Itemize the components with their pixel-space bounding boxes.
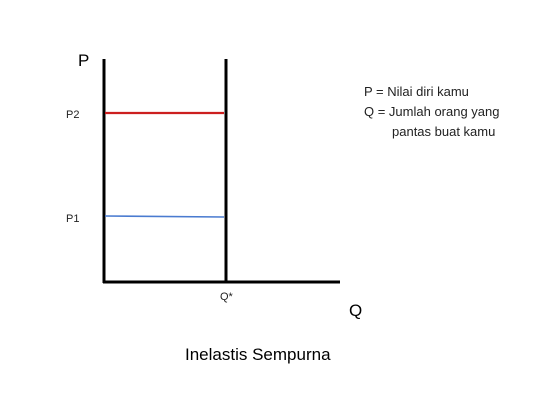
legend-line-q-cont: pantas buat kamu xyxy=(392,124,495,139)
price-label-p2: P2 xyxy=(66,109,79,121)
legend-line-p: P = Nilai diri kamu xyxy=(364,84,469,99)
price-line-p1 xyxy=(104,215,225,218)
x-axis-label: Q xyxy=(349,301,362,320)
legend-line-q: Q = Jumlah orang yang xyxy=(364,104,500,119)
y-axis-label: P xyxy=(78,51,89,70)
price-label-p1: P1 xyxy=(66,213,79,225)
quantity-label-qstar: Q* xyxy=(220,291,234,303)
diagram-title: Inelastis Sempurna xyxy=(185,345,331,364)
